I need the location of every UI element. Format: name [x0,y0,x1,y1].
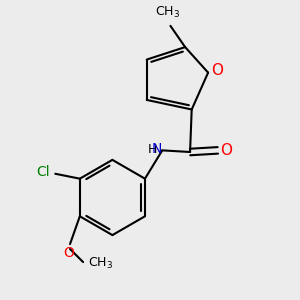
Text: CH$_3$: CH$_3$ [155,5,180,20]
Text: H: H [148,143,158,156]
Text: CH$_3$: CH$_3$ [88,256,113,271]
Text: O: O [63,246,74,260]
Text: N: N [151,142,162,156]
Text: Cl: Cl [36,165,50,179]
Text: O: O [220,143,232,158]
Text: O: O [211,64,223,79]
